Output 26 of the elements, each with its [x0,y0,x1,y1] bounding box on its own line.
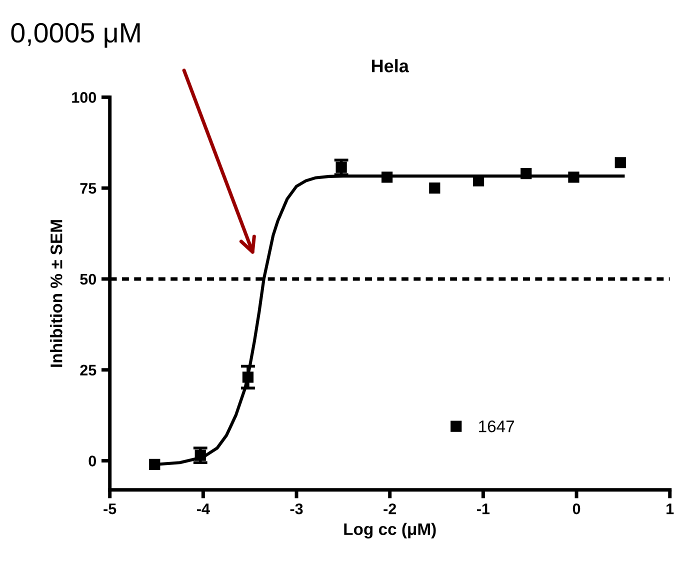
x-tick-label: -5 [104,504,116,514]
chart-title: Hela [372,59,410,72]
y-tick-label: 0 [88,456,96,466]
y-axis-title: Inhibition % ± SEM [50,220,62,367]
x-tick-label: 1 [666,504,674,514]
point [520,168,532,180]
x-tick-label: -4 [196,504,210,514]
x-tick-label: 0 [572,503,580,514]
y-tick-label: 25 [80,364,96,376]
point [429,182,440,194]
legend-label: 1647 [479,420,514,432]
x-tick-label: -2 [384,503,396,514]
y-tick-label: 50 [80,274,96,285]
point [149,458,160,470]
x-tick-label: -3 [290,503,303,514]
y-tick-label: 100 [72,92,96,103]
point [242,372,254,383]
x-tick-label: -1 [476,504,490,514]
point [336,162,347,173]
point [614,157,626,168]
point [381,172,393,183]
x-axis-title: Log cc (μM) [344,522,436,538]
text: 0,0005 μM [11,22,140,48]
y-tick-label: 75 [80,183,96,194]
point [194,450,206,461]
point [568,172,580,183]
